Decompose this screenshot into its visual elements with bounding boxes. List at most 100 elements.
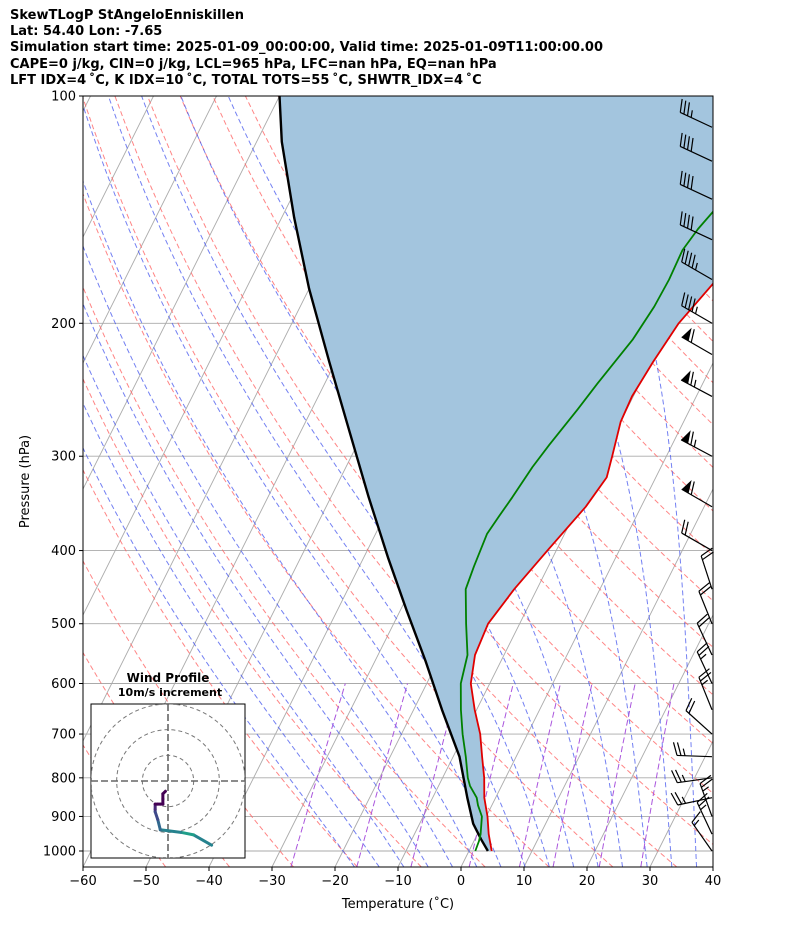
moist-adiabat-line xyxy=(83,302,429,867)
parcel-profile-line xyxy=(278,96,489,852)
hodograph-segment xyxy=(192,833,214,847)
moist-adiabat-line xyxy=(83,244,453,867)
mixing-ratio-line xyxy=(552,683,593,867)
y-tick-label: 900 xyxy=(51,810,76,825)
moist-adiabat-line xyxy=(227,96,599,867)
x-tick-label: −60 xyxy=(69,874,96,889)
wind-barb xyxy=(700,547,714,590)
wind-barb xyxy=(681,519,713,552)
hodograph-subtitle: 10m/s increment xyxy=(118,686,222,699)
mixing-ratio-line xyxy=(518,683,561,867)
dry-adiabat-line xyxy=(83,96,614,867)
isotherm-line xyxy=(460,361,713,867)
dry-adiabat-line xyxy=(83,192,550,867)
wind-barb xyxy=(681,327,713,356)
isotherm-line xyxy=(83,96,91,113)
x-tick-label: 10 xyxy=(516,874,533,889)
y-tick-label: 1000 xyxy=(43,845,76,860)
y-axis-ticks: 100 200 300 400 500 600 700 800 900 1000 xyxy=(43,90,83,860)
moist-adiabat-line xyxy=(83,179,478,867)
dry-adiabat-line xyxy=(147,96,713,846)
x-tick-label: −50 xyxy=(132,874,159,889)
hodograph-segment xyxy=(158,828,183,834)
x-tick-label: −40 xyxy=(195,874,222,889)
isotherm-line xyxy=(586,613,713,867)
wind-barb xyxy=(698,582,713,624)
mixing-ratio-line xyxy=(356,683,408,867)
y-tick-label: 700 xyxy=(51,728,76,743)
wind-barb xyxy=(698,668,713,710)
mixing-ratio-line xyxy=(468,683,514,867)
stability-indices: LFT IDX=4 ˚C, K IDX=10 ˚C, TOTAL TOTS=55… xyxy=(10,72,482,88)
wind-barb xyxy=(699,774,713,817)
y-tick-label: 800 xyxy=(51,771,76,786)
convective-parameters: CAPE=0 j/kg, CIN=0 j/kg, LCL=965 hPa, LF… xyxy=(10,56,497,72)
y-tick-label: 300 xyxy=(51,450,76,465)
wind-barb xyxy=(696,642,713,684)
mixing-ratio-line xyxy=(290,683,346,867)
dewpoint-profile-line xyxy=(459,210,713,852)
station-location: Lat: 54.40 Lon: -7.65 xyxy=(10,24,163,40)
x-axis-ticks: −60 −50 −40 −30 −20 −10 0 10 20 30 40 xyxy=(69,867,721,889)
wind-barb xyxy=(679,211,713,241)
y-tick-label: 200 xyxy=(51,317,76,332)
isotherm-line xyxy=(83,96,343,617)
wind-barb xyxy=(679,170,713,200)
wind-barb xyxy=(681,248,713,281)
wind-barb xyxy=(670,791,713,806)
parcel-area-fill xyxy=(279,96,713,851)
moist-adiabat-line xyxy=(83,354,405,867)
hodograph-title: Wind Profile xyxy=(127,671,210,685)
y-tick-label: 500 xyxy=(51,617,76,632)
wind-barb xyxy=(680,370,713,397)
isotherm-line xyxy=(712,865,713,867)
wind-barb xyxy=(696,792,713,835)
x-tick-label: −10 xyxy=(384,874,411,889)
moist-adiabat-line xyxy=(141,96,550,867)
wind-barb xyxy=(681,480,713,508)
x-tick-label: −30 xyxy=(258,874,285,889)
dry-adiabat-line xyxy=(83,285,486,867)
y-axis-label: Pressure (hPa) xyxy=(18,435,33,528)
x-axis-label: Temperature (˚C) xyxy=(341,896,454,912)
simulation-times: Simulation start time: 2025-01-09_00:00:… xyxy=(10,40,603,56)
moist-adiabat-line xyxy=(83,446,355,867)
x-tick-label: −20 xyxy=(321,874,348,889)
chart-title: SkewTLogP StAngeloEnniskillen xyxy=(10,8,244,23)
x-tick-label: 20 xyxy=(579,874,596,889)
hodograph-segment xyxy=(179,830,196,837)
isotherm-line xyxy=(83,96,217,365)
y-tick-label: 600 xyxy=(51,677,76,692)
y-tick-label: 100 xyxy=(51,90,76,105)
mixing-ratio-line xyxy=(640,683,675,867)
wind-barbs xyxy=(670,98,714,852)
chart-header: SkewTLogP StAngeloEnniskillen Lat: 54.40… xyxy=(10,8,603,89)
x-tick-label: 0 xyxy=(457,874,465,889)
x-tick-label: 30 xyxy=(642,874,659,889)
hodograph-segment xyxy=(161,789,167,796)
moist-adiabat-line xyxy=(285,96,624,867)
dry-adiabat-line xyxy=(114,96,678,867)
dry-adiabat-line xyxy=(244,96,713,696)
wind-barb xyxy=(691,811,713,852)
mixing-ratio-line xyxy=(598,683,636,867)
y-tick-label: 400 xyxy=(51,544,76,559)
wind-barb xyxy=(681,292,713,324)
isotherm-line xyxy=(523,487,713,867)
wind-barb xyxy=(671,769,713,784)
isotherm-line xyxy=(83,96,280,491)
wind-barb xyxy=(696,613,713,656)
wind-barb xyxy=(680,430,713,457)
wind-barb xyxy=(679,98,713,128)
isotherm-line xyxy=(83,96,154,239)
wind-barb xyxy=(685,698,713,735)
wind-barb xyxy=(679,132,713,162)
hodograph-segment xyxy=(156,818,162,832)
dry-adiabat-line xyxy=(83,468,358,867)
wind-barb xyxy=(672,742,713,758)
x-tick-label: 40 xyxy=(705,874,722,889)
moist-adiabat-line xyxy=(83,402,380,867)
temperature-profile-line xyxy=(469,282,713,852)
